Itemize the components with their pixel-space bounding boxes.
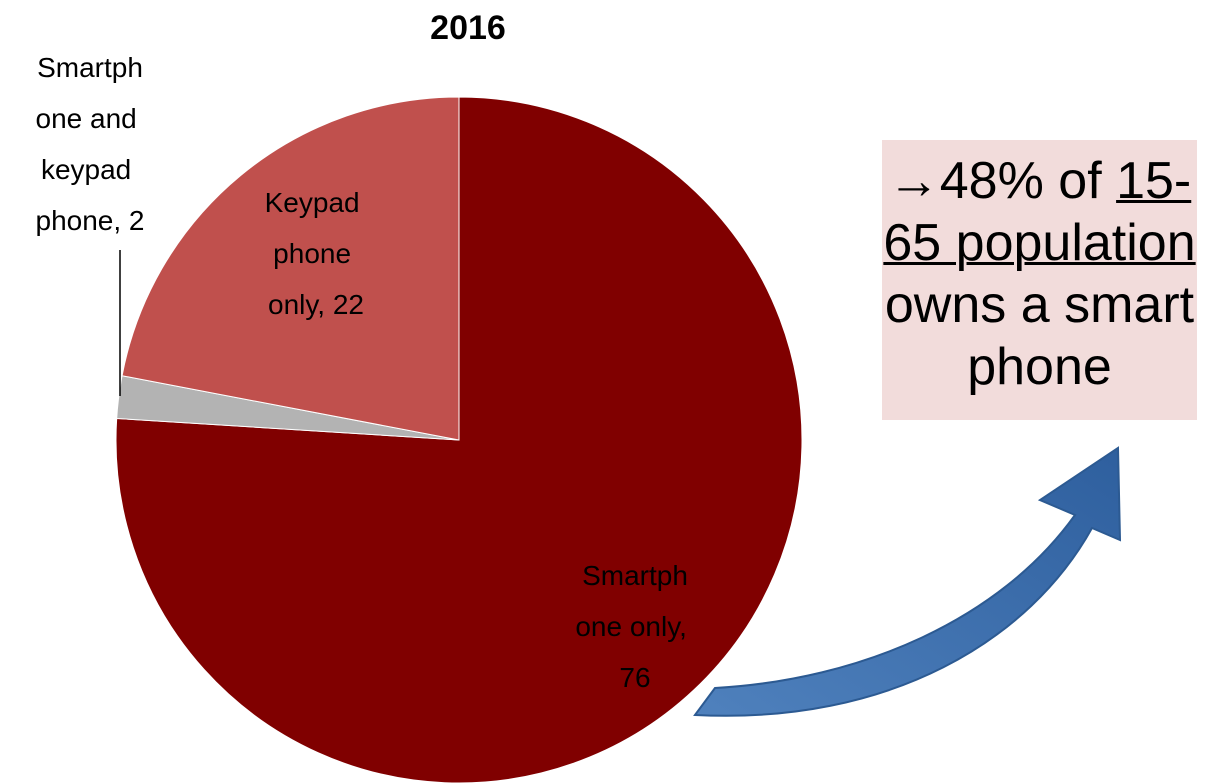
annotation-underlined: 15-65 population [883,152,1196,272]
annotation: →48% of 15-65 population owns a smartpho… [882,150,1197,398]
annotation-box [882,140,1197,420]
chart-title: 2016 [430,9,506,47]
pie-slice [121,96,460,441]
data-label: Smartph one only, 76 [575,560,694,693]
data-label: Smartph one and keypad phone, 2 [36,52,145,236]
annotation-text: owns a smartphone [884,276,1195,396]
curved-arrow [693,446,1122,717]
annotation-text: →48% of [887,152,1117,210]
data-label: Keypad phone only, 22 [265,187,368,320]
